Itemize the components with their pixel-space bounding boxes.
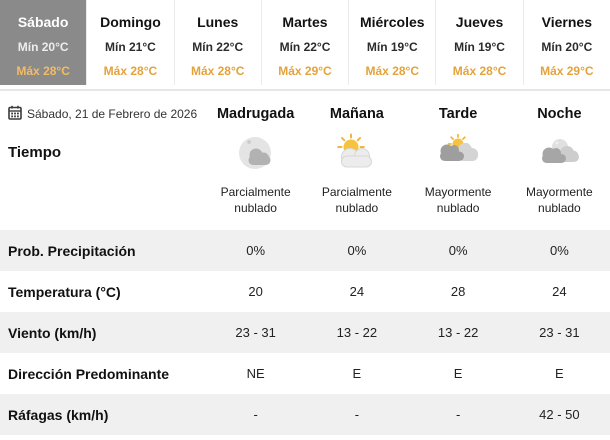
day-tab-4[interactable]: Miércoles Mín 19°C Máx 28°C [348, 0, 436, 85]
day-tab-6[interactable]: Viernes Mín 20°C Máx 29°C [522, 0, 610, 85]
weather-cell-3: Mayormente nublado [509, 134, 610, 216]
table-row-0: Prob. Precipitación 0% 0% 0% 0% [0, 230, 610, 271]
sun-partly-cloudy-icon [331, 133, 383, 178]
value-cell: 24 [349, 284, 365, 299]
value-cell: 28 [450, 284, 466, 299]
day-tab-1[interactable]: Domingo Mín 21°C Máx 28°C [86, 0, 174, 85]
day-tab-max-temp: Máx 28°C [452, 64, 507, 78]
weather-cell-0: Parcialmente nublado [205, 134, 306, 216]
day-tab-name: Jueves [455, 14, 504, 30]
day-tab-name: Sábado [17, 14, 69, 30]
weather-cell-1: Parcialmente nublado [306, 133, 407, 216]
weather-caption: Parcialmente nublado [321, 185, 392, 216]
weather-caption: Mayormente nublado [424, 185, 492, 216]
row-label: Tiempo [8, 144, 62, 161]
column-header-0: Madrugada [216, 105, 295, 122]
weather-caption: Parcialmente nublado [220, 185, 291, 216]
value-cell: E [555, 366, 564, 381]
column-header-1: Mañana [329, 105, 384, 122]
day-tab-min-temp: Mín 21°C [105, 40, 156, 54]
row-label: Temperatura (°C) [8, 283, 121, 300]
weather-cell-2: Mayormente nublado [408, 133, 509, 216]
day-tab-min-temp: Mín 19°C [454, 40, 505, 54]
value-cell: 13 - 22 [437, 325, 479, 340]
day-tab-max-temp: Máx 29°C [540, 64, 594, 78]
table-row-1: Temperatura (°C) 20 24 28 24 [0, 271, 610, 312]
day-tab-name: Miércoles [359, 14, 425, 30]
night-partly-cloudy-icon [230, 133, 282, 178]
day-tab-max-temp: Máx 28°C [103, 64, 158, 78]
value-cell: 24 [552, 284, 567, 299]
day-tab-min-temp: Mín 20°C [541, 40, 593, 54]
value-cell: 0% [347, 243, 367, 258]
day-tab-2[interactable]: Lunes Mín 22°C Máx 28°C [173, 0, 261, 85]
day-tab-name: Domingo [100, 14, 161, 30]
weather-icon-box [408, 133, 509, 178]
weather-icon-box [306, 133, 407, 178]
day-tab-3[interactable]: Martes Mín 22°C Máx 29°C [260, 0, 349, 85]
value-cell: 23 - 31 [235, 325, 276, 340]
column-header-3: Noche [537, 105, 582, 122]
value-cell: E [453, 366, 463, 381]
value-cell: 0% [246, 243, 266, 258]
value-cell: NE [246, 366, 265, 381]
mostly-cloudy-night-icon [533, 133, 585, 178]
day-tab-min-temp: Mín 19°C [366, 40, 418, 54]
value-cell: 0% [448, 243, 468, 258]
column-header-2: Tarde [438, 105, 478, 122]
date-text: Sábado, 21 de Febrero de 2026 [27, 106, 198, 121]
value-cell: 13 - 22 [336, 325, 378, 340]
day-tab-name: Lunes [197, 14, 239, 30]
table-row-4: Ráfagas (km/h) - - - 42 - 50 [0, 394, 610, 435]
day-tab-0[interactable]: Sábado Mín 20°C Máx 28°C [0, 0, 87, 85]
weather-icon-box [509, 136, 610, 178]
day-tab-bar: Sábado Mín 20°C Máx 28°C Domingo Mín 21°C Máx… [0, 0, 610, 85]
day-tab-max-temp: Máx 28°C [365, 64, 420, 78]
mostly-cloudy-day-icon [432, 133, 484, 178]
tab-divider [0, 89, 610, 91]
value-cell: - [253, 407, 258, 422]
day-tab-5[interactable]: Jueves Mín 19°C Máx 28°C [435, 0, 523, 85]
value-cell: E [352, 366, 362, 381]
value-cell: 42 - 50 [539, 407, 580, 422]
date-label: Sábado, 21 de Febrero de 2026 [0, 105, 205, 123]
row-label: Prob. Precipitación [8, 242, 136, 259]
day-tab-min-temp: Mín 20°C [17, 40, 69, 54]
weather-caption: Mayormente nublado [526, 185, 593, 216]
value-cell: - [354, 407, 360, 422]
value-cell: 0% [549, 243, 569, 258]
day-tab-max-temp: Máx 29°C [278, 64, 332, 78]
value-cell: 20 [248, 284, 263, 299]
value-cell: - [455, 407, 461, 422]
day-tab-max-temp: Máx 28°C [16, 64, 70, 78]
calendar-icon [8, 105, 22, 123]
row-label: Dirección Predominante [8, 365, 170, 382]
day-tab-min-temp: Mín 22°C [192, 40, 244, 54]
row-label: Ráfagas (km/h) [8, 406, 109, 423]
table-row-3: Dirección Predominante NE E E E [0, 353, 610, 394]
table-row-2: Viento (km/h) 23 - 31 13 - 22 13 - 22 23 - 3… [0, 312, 610, 353]
table-header-row: Sábado, 21 de Febrero de 2026 Madrugada Ma… [0, 93, 610, 134]
value-cell: 23 - 31 [539, 325, 580, 340]
weather-row: Tiempo Parcialmente nublado Parcialmente n… [0, 133, 610, 230]
weather-icon-box [205, 136, 306, 178]
day-tab-name: Martes [282, 14, 328, 30]
day-tab-min-temp: Mín 22°C [279, 40, 331, 54]
day-tab-max-temp: Máx 28°C [190, 64, 245, 78]
row-label: Viento (km/h) [8, 324, 97, 341]
forecast-table: Sábado, 21 de Febrero de 2026 Madrugada Ma… [0, 93, 610, 435]
day-tab-name: Viernes [541, 14, 592, 30]
